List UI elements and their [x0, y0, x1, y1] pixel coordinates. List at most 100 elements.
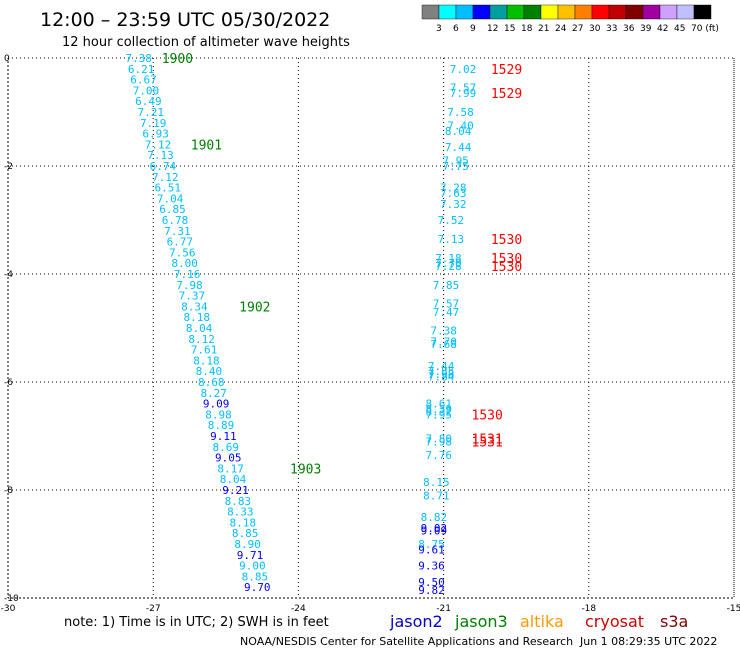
swh-value: 7.02 — [450, 63, 477, 76]
swh-value: 7.18 — [435, 252, 462, 265]
swh-value: 9.82 — [418, 584, 445, 597]
swh-value: 7.32 — [440, 198, 467, 211]
satellite-legend: jason2 jason3 altika cryosat s3a — [389, 612, 688, 631]
timestamp: Jun 1 08:29:35 UTC 2022 — [579, 635, 717, 648]
swh-value: 8.34 — [181, 300, 208, 313]
swh-value: 8.85 — [232, 527, 259, 540]
swh-value: 8.83 — [225, 495, 252, 508]
colorbar-swatch — [591, 4, 610, 20]
swh-value: 8.98 — [205, 408, 232, 421]
colorbar-swatch — [506, 4, 525, 20]
swh-value: 8.89 — [208, 419, 235, 432]
chart-subtitle: 12 hour collection of altimeter wave hei… — [62, 35, 350, 50]
time-label: 1530 — [491, 252, 522, 267]
swh-value: 6.93 — [142, 128, 169, 141]
swh-value: 8.04 — [445, 125, 472, 138]
colorbar-label: 30 — [589, 24, 601, 34]
colorbar-label: 33 — [606, 24, 617, 34]
colorbar-label: 12 — [487, 24, 498, 34]
colorbar-label: 45 — [674, 24, 685, 34]
swh-value: 8.71 — [423, 489, 450, 502]
swh-value: 8.04 — [220, 473, 247, 486]
swh-value: 8.32 — [426, 406, 453, 419]
swh-value: 7.58 — [428, 368, 455, 381]
swh-value: 9.05 — [215, 452, 242, 465]
swh-value: 7.84 — [428, 371, 455, 384]
swh-value: 7.68 — [430, 338, 457, 351]
colorbar-label: 39 — [640, 24, 652, 34]
x-axis-ticks: -30 -27 -24 -21 -18 -15 — [1, 604, 740, 614]
swh-value: 8.61 — [426, 398, 453, 411]
swh-value: 6.78 — [162, 214, 189, 227]
swh-value: 8.18 — [193, 354, 220, 367]
swh-value: 7.13 — [438, 233, 465, 246]
swh-value: 7.61 — [191, 344, 218, 357]
swh-value: 7.57 — [450, 82, 477, 95]
swh-value: 8.85 — [242, 570, 269, 583]
x-tick-label: -27 — [146, 604, 161, 614]
swh-value: 7.37 — [179, 290, 206, 303]
colorbar: 3 6 9 12 15 18 21 24 27 30 33 36 39 42 45 70 (ft) — [421, 4, 719, 34]
x-tick-label: -30 — [1, 604, 16, 614]
swh-value: 6.21 — [128, 63, 155, 76]
swh-value: 8.27 — [200, 387, 227, 400]
swh-value: 8.40 — [196, 365, 223, 378]
swh-value: 7.28 — [440, 182, 467, 195]
colorbar-swatch — [523, 4, 542, 20]
colorbar-label: 9 — [470, 24, 476, 34]
time-label: 1903 — [290, 462, 321, 477]
swh-value: 7.12 — [145, 138, 172, 151]
swh-value: 8.90 — [234, 538, 261, 551]
colorbar-label: 36 — [623, 24, 635, 34]
data-marks: 7.386.216.677.006.497.217.196.937.127.13… — [125, 52, 522, 597]
colorbar-swatch — [472, 4, 491, 20]
swh-value: 9.71 — [237, 549, 264, 562]
swh-value: 7.47 — [433, 306, 460, 319]
swh-value: 9.09 — [203, 398, 230, 411]
legend-entry: altika — [520, 612, 564, 631]
colorbar-swatch — [421, 4, 440, 20]
colorbar-swatch — [676, 4, 695, 20]
swh-value: 7.95 — [442, 155, 469, 168]
swh-value: 8.68 — [198, 376, 225, 389]
y-axis-ticks: 0 -2 -4 -6 -8 -10 — [4, 54, 19, 604]
swh-value: 6.67 — [130, 74, 157, 87]
swh-value: 7.00 — [133, 84, 160, 97]
swh-value: 8.33 — [227, 506, 254, 519]
swh-value: 7.70 — [435, 257, 462, 270]
colorbar-swatch — [557, 4, 576, 20]
y-tick-label: -4 — [4, 270, 13, 280]
colorbar-label: 24 — [555, 24, 567, 34]
swh-value: 6.51 — [154, 182, 181, 195]
colorbar-swatch — [642, 4, 661, 20]
swh-value: 7.44 — [445, 141, 472, 154]
colorbar-swatch — [455, 4, 474, 20]
swh-value: 7.98 — [176, 279, 203, 292]
plot-frame — [7, 57, 735, 599]
chart-title: 12:00 – 23:59 UTC 05/30/2022 — [40, 9, 330, 31]
colorbar-label: 3 — [436, 24, 442, 34]
swh-value: 7.40 — [447, 120, 474, 133]
colorbar-label: 21 — [538, 24, 549, 34]
time-label: 1900 — [162, 52, 193, 67]
credit-line: NOAA/NESDIS Center for Satellite Applica… — [240, 635, 573, 648]
y-tick-label: -10 — [4, 594, 19, 604]
time-label: 1531 — [472, 435, 503, 450]
swh-value: 9.50 — [418, 576, 445, 589]
plot-grid — [7, 57, 735, 599]
swh-value: 7.56 — [169, 246, 196, 259]
swh-value: 9.02 — [421, 522, 448, 535]
swh-value: 6.49 — [135, 95, 162, 108]
swh-value: 8.00 — [171, 257, 198, 270]
colorbar-swatch — [540, 4, 559, 20]
time-label: 1530 — [491, 260, 522, 275]
swh-value: 7.70 — [430, 336, 457, 349]
swh-value: 7.21 — [138, 106, 165, 119]
swh-value: 6.74 — [150, 160, 177, 173]
swh-value: 8.15 — [423, 476, 450, 489]
swh-value: 7.38 — [430, 325, 457, 338]
y-tick-label: -2 — [4, 162, 13, 172]
y-tick-label: 0 — [4, 54, 10, 64]
swh-value: 7.44 — [428, 360, 455, 373]
swh-value: 8.39 — [426, 403, 453, 416]
